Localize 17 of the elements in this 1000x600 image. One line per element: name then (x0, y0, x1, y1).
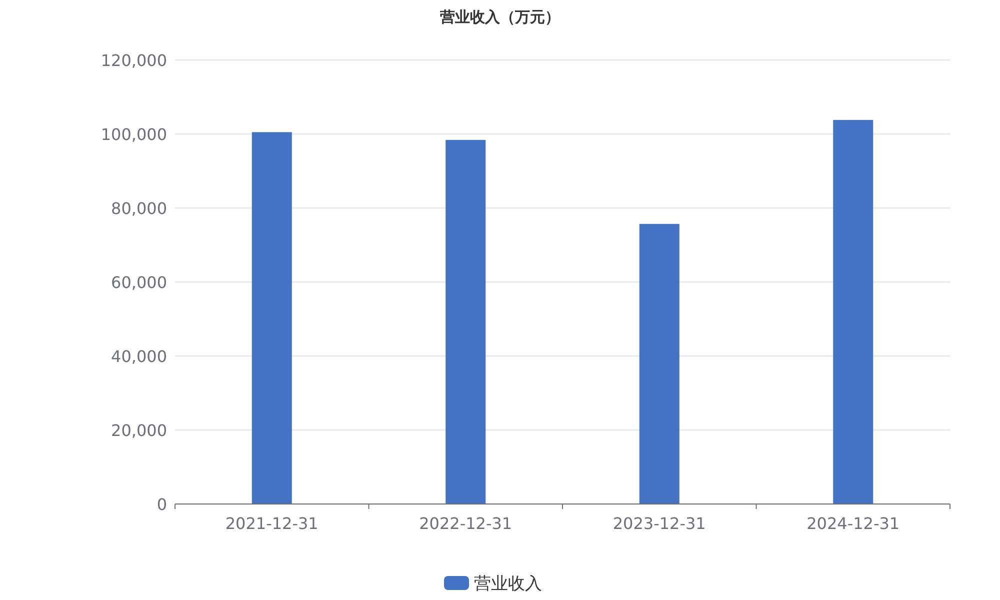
legend-label: 营业收入 (474, 574, 542, 594)
y-tick-label: 120,000 (100, 51, 167, 70)
y-tick-label: 40,000 (111, 347, 167, 366)
y-tick-label: 60,000 (111, 273, 167, 292)
x-tick-label: 2022-12-31 (419, 514, 512, 533)
x-tick-label: 2021-12-31 (225, 514, 318, 533)
bar (639, 224, 680, 504)
y-tick-label: 80,000 (111, 199, 167, 218)
y-tick-label: 0 (156, 495, 167, 514)
chart-title: 营业收入（万元） (439, 8, 560, 26)
x-tick-label: 2023-12-31 (612, 514, 706, 533)
bar (252, 132, 292, 504)
y-tick-label: 20,000 (111, 421, 167, 440)
bar (833, 120, 874, 504)
y-tick-label: 100,000 (100, 125, 167, 144)
bar (446, 140, 486, 504)
x-tick-label: 2024-12-31 (806, 514, 900, 533)
